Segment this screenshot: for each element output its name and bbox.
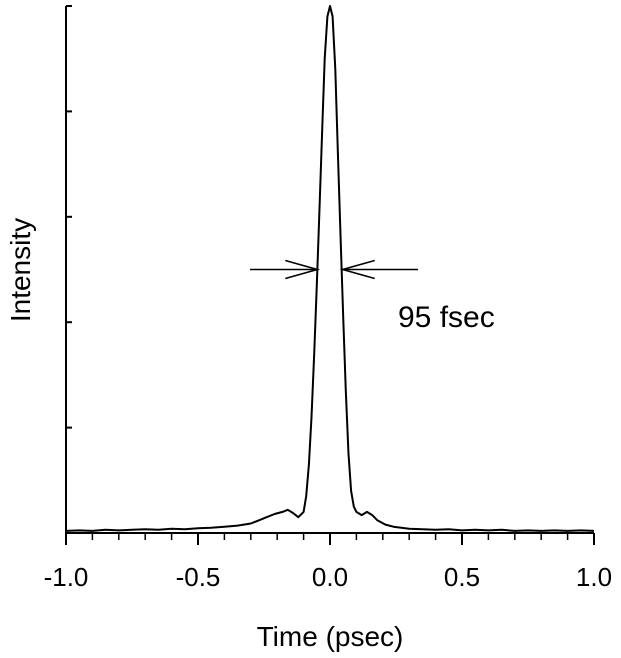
- right-arrow-head: [339, 259, 375, 280]
- plot-axes: [65, 6, 594, 534]
- x-tick-label: 1.0: [576, 562, 612, 592]
- fwhm-annotation: [250, 259, 418, 280]
- x-tick-label: 0.0: [312, 562, 348, 592]
- x-axis-label: Time (psec): [257, 621, 404, 652]
- series-layer: [65, 5, 595, 532]
- x-tick-label: -1.0: [44, 562, 89, 592]
- fwhm-label: 95 fsec: [398, 301, 495, 334]
- x-tick-label: -0.5: [176, 562, 221, 592]
- y-axis-label: Intensity: [5, 218, 36, 322]
- pulse-trace: [65, 5, 595, 532]
- left-arrow-head: [285, 259, 321, 280]
- axis-ticks: -1.0 -0.5 0.0 0.5 1.0: [44, 5, 612, 592]
- x-tick-label: 0.5: [444, 562, 480, 592]
